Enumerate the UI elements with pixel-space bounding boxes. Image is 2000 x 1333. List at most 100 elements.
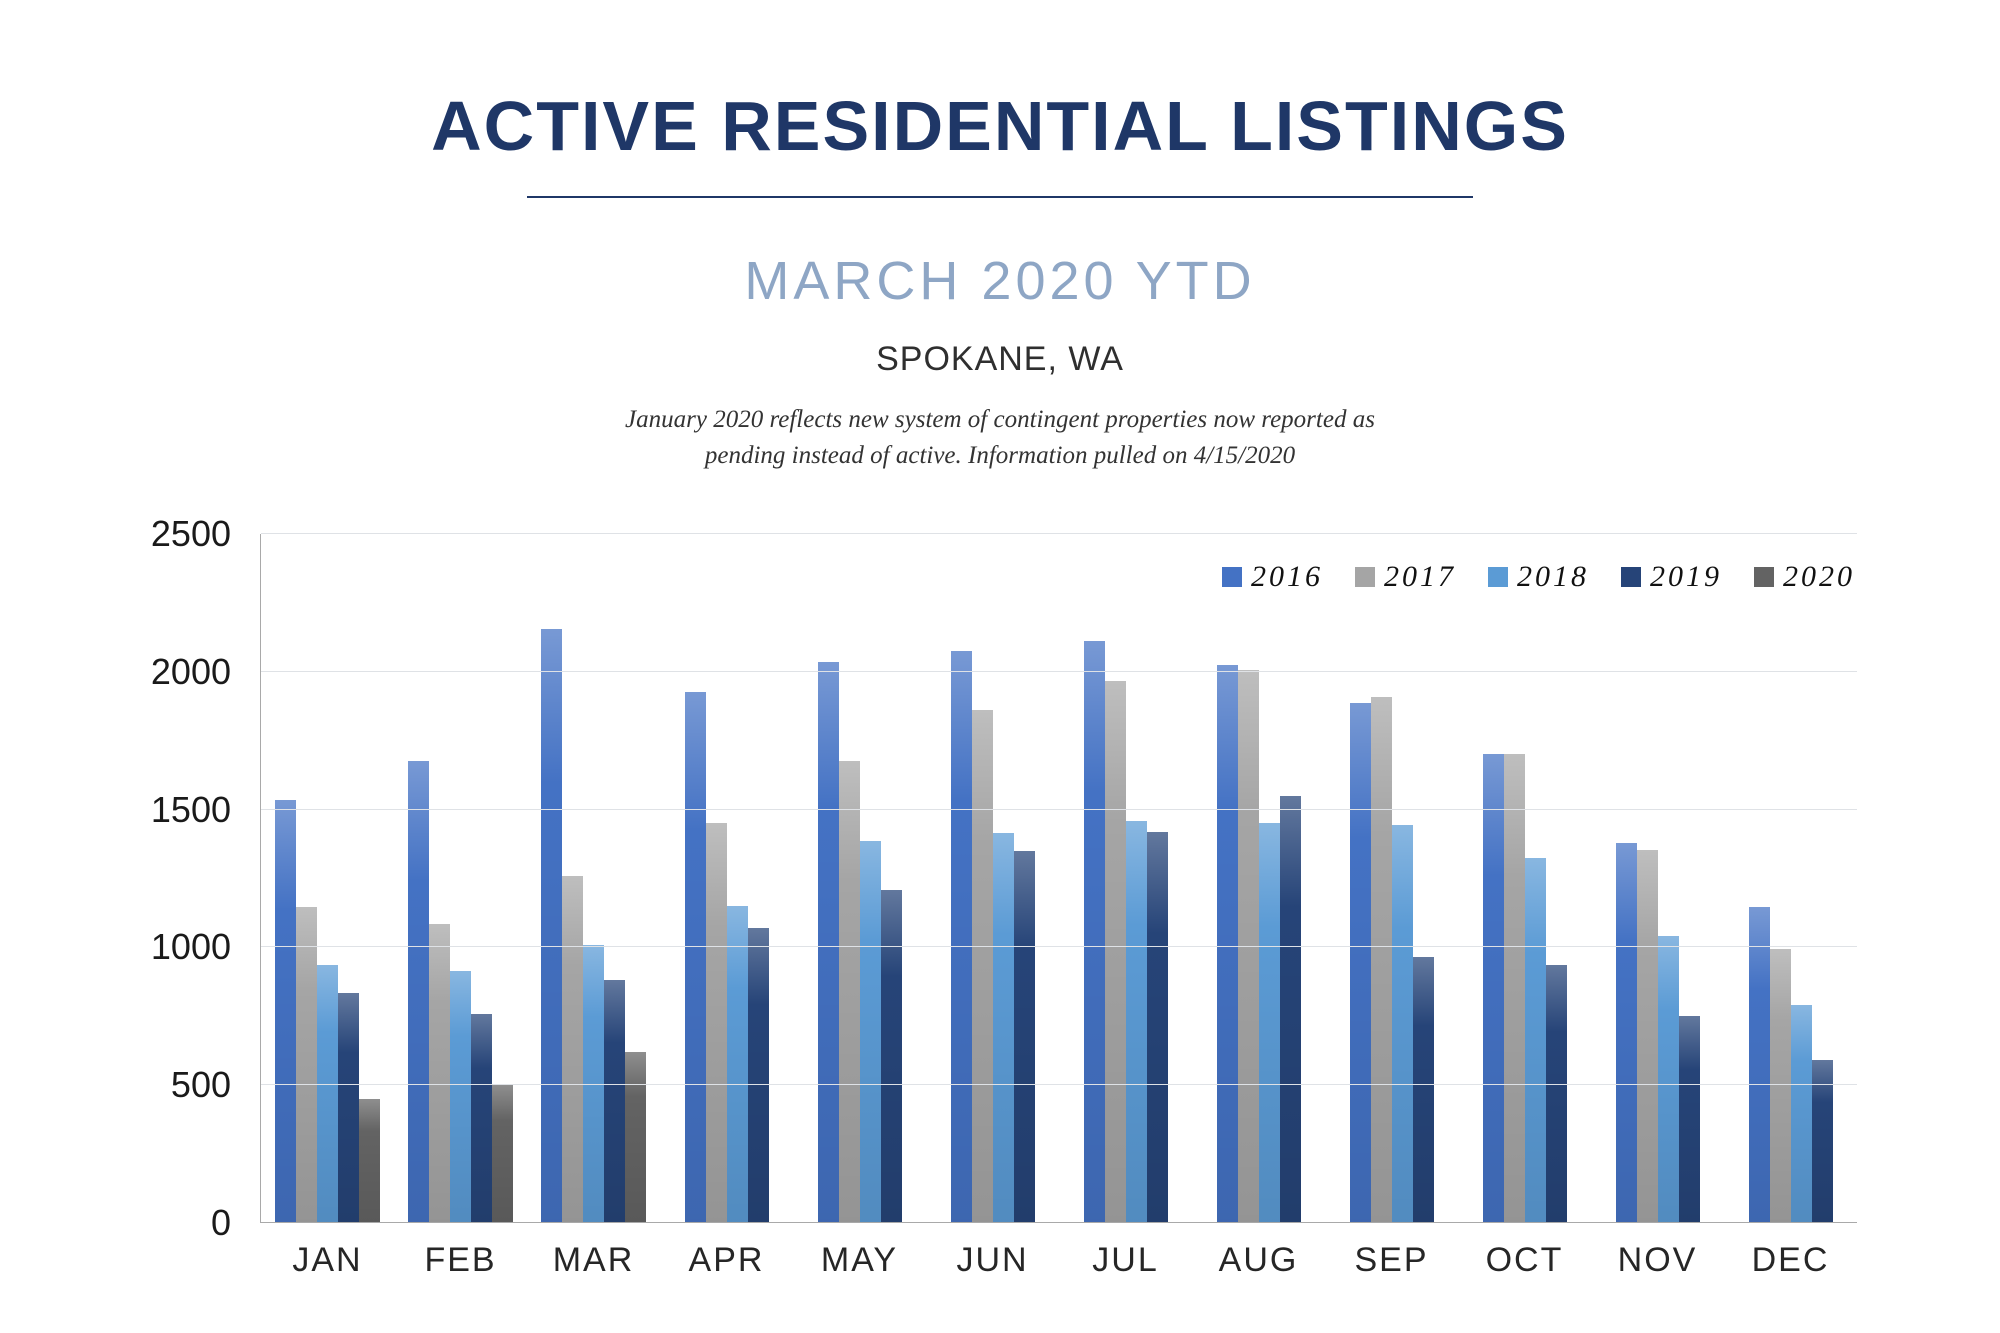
- legend-label-2018: 2018: [1517, 560, 1589, 593]
- gridline-1000: [261, 946, 1857, 947]
- bar-group-nov: [1591, 534, 1724, 1223]
- x-axis-label-apr: APR: [688, 1241, 765, 1279]
- bar-sep-2018: [1391, 825, 1413, 1223]
- bar-jun-2018: [992, 833, 1014, 1223]
- gridline-0: [261, 1222, 1857, 1223]
- x-axis-label-mar: MAR: [552, 1241, 635, 1279]
- y-axis-label-2000: 2000: [150, 651, 231, 692]
- y-axis-label-1000: 1000: [150, 926, 231, 967]
- bar-group-aug: [1192, 534, 1325, 1223]
- bar-jul-2016: [1083, 641, 1105, 1223]
- bar-feb-2016: [408, 761, 429, 1223]
- bar-mar-2016: [541, 629, 562, 1223]
- bar-group-dec: [1724, 534, 1857, 1223]
- bars-row: [261, 534, 1857, 1223]
- legend-label-2020: 2020: [1783, 560, 1855, 593]
- bar-oct-2018: [1524, 858, 1546, 1223]
- bar-jan-2016: [275, 800, 296, 1223]
- y-axis-label-2500: 2500: [150, 513, 231, 554]
- bar-nov-2018: [1657, 936, 1679, 1223]
- legend-item-2018: 2018: [1488, 560, 1589, 594]
- legend: 2016 2017 2018 2019 2020: [1222, 560, 1855, 594]
- bar-nov-2017: [1636, 850, 1658, 1223]
- legend-swatch-2020: [1754, 567, 1774, 587]
- location-label: SPOKANE, WA: [876, 340, 1124, 378]
- bar-group-jul: [1059, 534, 1192, 1223]
- bar-jan-2017: [296, 907, 317, 1223]
- legend-item-2019: 2019: [1621, 560, 1722, 594]
- bar-oct-2019: [1545, 965, 1567, 1223]
- x-axis-label-jan: JAN: [292, 1241, 363, 1279]
- subtitle: MARCH 2020 YTD: [744, 251, 1256, 311]
- legend-label-2019: 2019: [1650, 560, 1722, 593]
- bar-feb-2018: [450, 971, 471, 1223]
- gridline-2000: [261, 671, 1857, 672]
- chart-plot-area: JAN FEB MAR APR MAY JUN JUL AUG SEP OCT NOV DEC 201…: [151, 513, 1857, 1279]
- bar-dec-2016: [1748, 907, 1770, 1223]
- bar-dec-2019: [1811, 1060, 1833, 1223]
- gridline-1500: [261, 809, 1857, 810]
- bar-nov-2019: [1678, 1016, 1700, 1223]
- bar-apr-2018: [726, 906, 748, 1223]
- bar-may-2016: [817, 662, 839, 1223]
- x-axis: JAN FEB MAR APR MAY JUN JUL AUG SEP OCT NOV DEC: [261, 1223, 1857, 1280]
- bar-sep-2016: [1349, 703, 1371, 1223]
- legend-swatch-2017: [1355, 567, 1375, 587]
- bar-jul-2018: [1125, 821, 1147, 1223]
- legend-label-2017: 2017: [1384, 560, 1456, 593]
- legend-item-2017: 2017: [1355, 560, 1456, 594]
- bar-jan-2020: [359, 1099, 380, 1223]
- bar-mar-2020: [625, 1052, 646, 1223]
- bar-apr-2017: [705, 823, 727, 1223]
- bar-group-jun: [926, 534, 1059, 1223]
- legend-label-2016: 2016: [1251, 560, 1323, 593]
- gridline-2500: [261, 533, 1857, 534]
- y-axis-label-0: 0: [210, 1202, 231, 1243]
- bar-jul-2019: [1146, 832, 1168, 1223]
- x-axis-label-feb: FEB: [424, 1241, 497, 1279]
- x-axis-label-may: MAY: [820, 1241, 899, 1279]
- legend-swatch-2016: [1222, 567, 1242, 587]
- bar-group-jan: [261, 534, 394, 1223]
- footnote-line-1: January 2020 reflects new system of cont…: [625, 406, 1375, 433]
- bar-oct-2017: [1503, 754, 1525, 1223]
- x-axis-label-dec: DEC: [1751, 1241, 1830, 1279]
- x-axis-label-jun: JUN: [956, 1241, 1029, 1279]
- bar-jan-2019: [338, 993, 359, 1223]
- footnote-line-2: pending instead of active. Information p…: [704, 442, 1296, 469]
- bar-aug-2016: [1216, 665, 1238, 1223]
- y-axis-label-1500: 1500: [150, 789, 231, 830]
- bar-aug-2019: [1279, 796, 1301, 1223]
- bar-feb-2017: [429, 924, 450, 1223]
- bar-jan-2018: [317, 965, 338, 1223]
- y-axis-label-500: 500: [170, 1064, 231, 1105]
- gridline-500: [261, 1084, 1857, 1085]
- bar-sep-2019: [1412, 957, 1434, 1223]
- bar-apr-2019: [747, 928, 769, 1223]
- bar-may-2019: [880, 890, 902, 1223]
- bar-jun-2017: [971, 710, 993, 1223]
- bar-group-apr: [660, 534, 793, 1223]
- bar-jun-2016: [950, 651, 972, 1223]
- bar-dec-2018: [1790, 1005, 1812, 1223]
- bar-may-2017: [838, 761, 860, 1223]
- bar-dec-2017: [1769, 949, 1791, 1223]
- bar-aug-2018: [1258, 823, 1280, 1223]
- legend-swatch-2019: [1621, 567, 1641, 587]
- bar-may-2018: [859, 841, 881, 1223]
- x-axis-label-sep: SEP: [1354, 1241, 1429, 1279]
- page-title: ACTIVE RESIDENTIAL LISTINGS: [431, 87, 1569, 165]
- bar-jul-2017: [1104, 681, 1126, 1223]
- bar-group-mar: [527, 534, 660, 1223]
- bar-oct-2016: [1482, 754, 1504, 1223]
- bar-nov-2016: [1615, 843, 1637, 1223]
- bar-jun-2019: [1013, 851, 1035, 1223]
- bar-mar-2017: [562, 876, 583, 1223]
- legend-item-2016: 2016: [1222, 560, 1323, 594]
- bar-sep-2017: [1370, 697, 1392, 1223]
- legend-item-2020: 2020: [1754, 560, 1855, 594]
- bar-group-sep: [1325, 534, 1458, 1223]
- x-axis-label-aug: AUG: [1218, 1241, 1299, 1279]
- x-axis-label-nov: NOV: [1617, 1241, 1698, 1279]
